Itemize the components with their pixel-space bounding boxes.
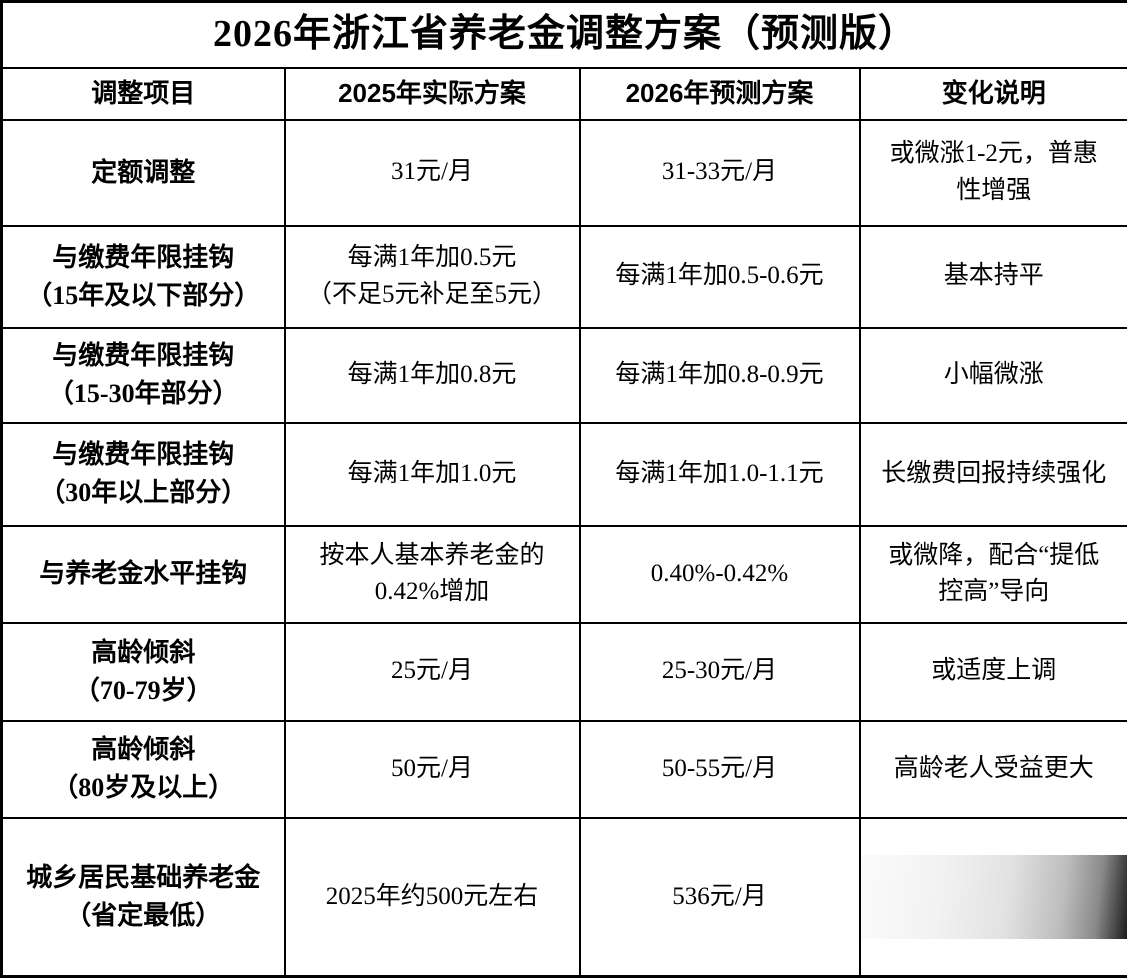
table-cell: 小幅微涨 xyxy=(860,328,1127,423)
table-cell: 25元/月 xyxy=(285,623,580,721)
table-cell: 或适度上调 xyxy=(860,623,1127,721)
row-label: 高龄倾斜 （70-79岁） xyxy=(2,623,285,721)
table-cell: 2025年约500元左右 xyxy=(285,818,580,977)
pension-table-page: 2026年浙江省养老金调整方案（预测版） 调整项目 2025年实际方案 2026… xyxy=(0,0,1127,927)
table-cell: 536元/月 xyxy=(580,818,860,977)
table-cell: 按本人基本养老金的 0.42%增加 xyxy=(285,526,580,623)
table-cell: 或微涨1-2元，普惠 性增强 xyxy=(860,120,1127,226)
title-row: 2026年浙江省养老金调整方案（预测版） xyxy=(2,2,1127,68)
table-cell: 25-30元/月 xyxy=(580,623,860,721)
column-header-change-note: 变化说明 xyxy=(860,68,1127,120)
column-header-2026-forecast: 2026年预测方案 xyxy=(580,68,860,120)
table-cell: 50-55元/月 xyxy=(580,721,860,818)
table-cell: 长缴费回报持续强化 xyxy=(860,423,1127,526)
table-row: 高龄倾斜 （80岁及以上） 50元/月 50-55元/月 高龄老人受益更大 xyxy=(2,721,1127,818)
row-label: 与缴费年限挂钩 （15年及以下部分） xyxy=(2,226,285,328)
table-row: 与养老金水平挂钩 按本人基本养老金的 0.42%增加 0.40%-0.42% 或… xyxy=(2,526,1127,623)
page-title: 2026年浙江省养老金调整方案（预测版） xyxy=(2,2,1127,68)
column-header-2025-plan: 2025年实际方案 xyxy=(285,68,580,120)
table-row: 与缴费年限挂钩 （30年以上部分） 每满1年加1.0元 每满1年加1.0-1.1… xyxy=(2,423,1127,526)
table-cell: 31-33元/月 xyxy=(580,120,860,226)
table-row: 城乡居民基础养老金 （省定最低） 2025年约500元左右 536元/月 xyxy=(2,818,1127,977)
table-cell: 31元/月 xyxy=(285,120,580,226)
table-cell: 基本持平 xyxy=(860,226,1127,328)
table-cell: 高龄老人受益更大 xyxy=(860,721,1127,818)
table-cell xyxy=(860,818,1127,977)
table-cell: 每满1年加0.8-0.9元 xyxy=(580,328,860,423)
table-row: 高龄倾斜 （70-79岁） 25元/月 25-30元/月 或适度上调 xyxy=(2,623,1127,721)
table-cell: 每满1年加0.5-0.6元 xyxy=(580,226,860,328)
table-cell: 每满1年加1.0-1.1元 xyxy=(580,423,860,526)
row-label: 定额调整 xyxy=(2,120,285,226)
table-cell: 每满1年加0.5元 （不足5元补足至5元） xyxy=(285,226,580,328)
table-cell: 每满1年加0.8元 xyxy=(285,328,580,423)
row-label: 与缴费年限挂钩 （30年以上部分） xyxy=(2,423,285,526)
row-label: 高龄倾斜 （80岁及以上） xyxy=(2,721,285,818)
table-cell: 50元/月 xyxy=(285,721,580,818)
row-label: 与养老金水平挂钩 xyxy=(2,526,285,623)
table-cell: 每满1年加1.0元 xyxy=(285,423,580,526)
column-header-item: 调整项目 xyxy=(2,68,285,120)
table-row: 与缴费年限挂钩 （15年及以下部分） 每满1年加0.5元 （不足5元补足至5元）… xyxy=(2,226,1127,328)
table-row: 与缴费年限挂钩 （15-30年部分） 每满1年加0.8元 每满1年加0.8-0.… xyxy=(2,328,1127,423)
redacted-gradient-box xyxy=(861,855,1127,939)
row-label: 城乡居民基础养老金 （省定最低） xyxy=(2,818,285,977)
row-label: 与缴费年限挂钩 （15-30年部分） xyxy=(2,328,285,423)
table-cell: 0.40%-0.42% xyxy=(580,526,860,623)
table-cell: 或微降，配合“提低 控高”导向 xyxy=(860,526,1127,623)
header-row: 调整项目 2025年实际方案 2026年预测方案 变化说明 xyxy=(2,68,1127,120)
table-row: 定额调整 31元/月 31-33元/月 或微涨1-2元，普惠 性增强 xyxy=(2,120,1127,226)
